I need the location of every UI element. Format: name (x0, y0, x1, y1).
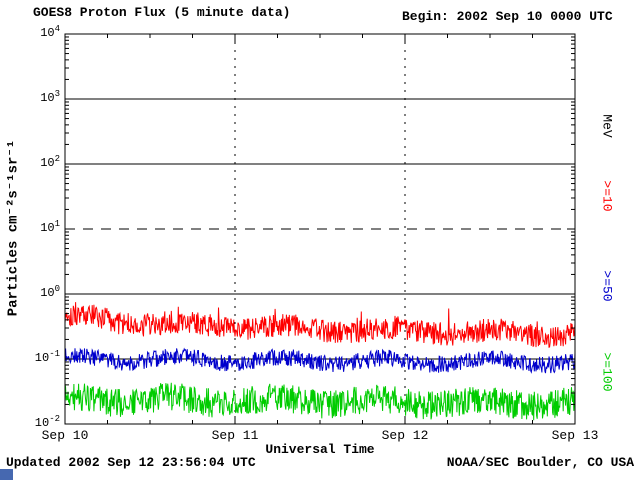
x-tick-label: Sep 11 (211, 428, 259, 443)
y-tick-label: 102 (40, 154, 60, 171)
x-tick-label: Sep 13 (551, 428, 599, 443)
x-axis-label: Universal Time (265, 442, 375, 457)
organization-label: NOAA/SEC Boulder, CO USA (446, 455, 634, 470)
screen-corner-artifact (0, 469, 13, 480)
updated-timestamp: Updated 2002 Sep 12 23:56:04 UTC (6, 455, 256, 470)
y-tick-label: 104 (40, 24, 60, 41)
chart-title: GOES8 Proton Flux (5 minute data) (33, 5, 291, 20)
y-tick-label: 100 (40, 284, 60, 301)
y-tick-label: 101 (40, 219, 60, 236)
x-tick-label: Sep 10 (41, 428, 89, 443)
y-tick-label: 103 (40, 89, 60, 106)
begin-label: Begin: 2002 Sep 10 0000 UTC (402, 9, 613, 24)
right-label-ge100: >=100 (599, 352, 615, 392)
y-tick-label: 10-2 (34, 414, 60, 431)
right-label-ge10: >=10 (599, 180, 615, 212)
right-label-ge50: >=50 (599, 270, 615, 302)
right-label-mev: MeV (599, 114, 615, 138)
y-axis-label: Particles cm⁻²s⁻¹sr⁻¹ (5, 139, 22, 317)
y-tick-label: 10-1 (34, 349, 60, 366)
x-tick-label: Sep 12 (381, 428, 429, 443)
